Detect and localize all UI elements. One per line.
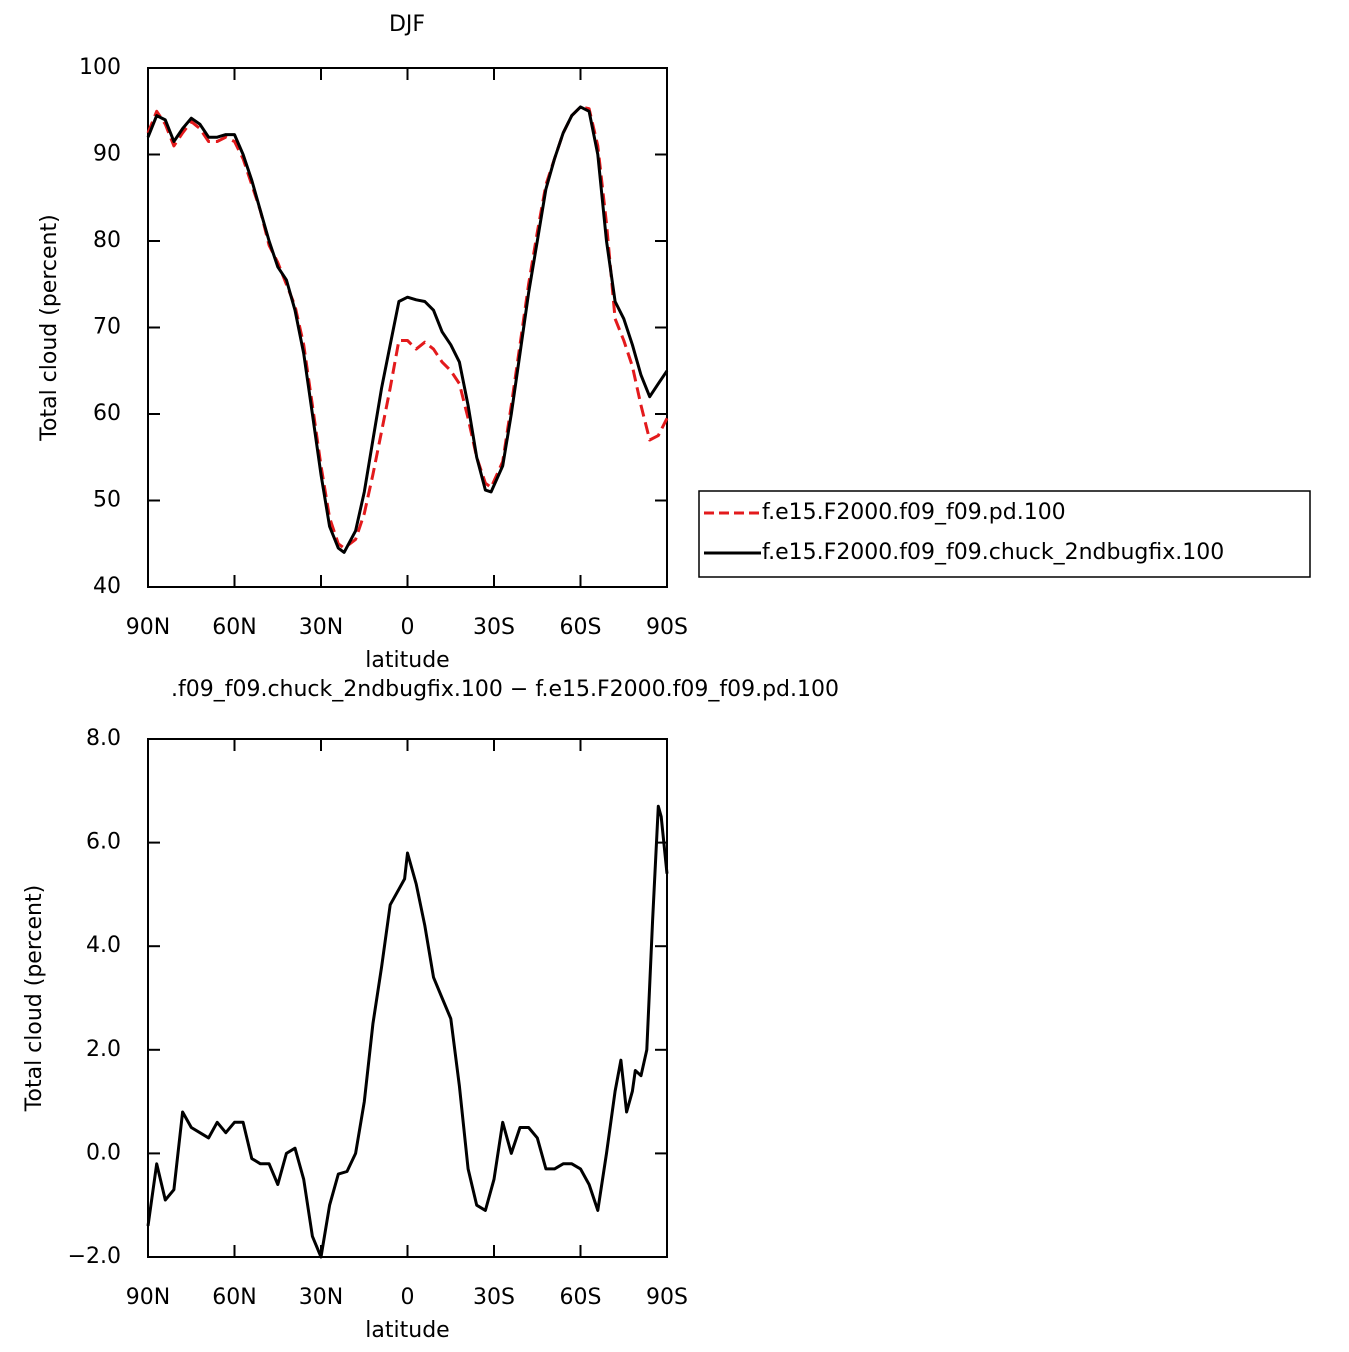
y-axis-label: Total cloud (percent) — [37, 214, 62, 441]
x-axis-label: latitude — [365, 648, 449, 673]
y-tick-label: 6.0 — [86, 830, 121, 855]
y-tick-label: 40 — [93, 574, 121, 599]
y-tick-label: 8.0 — [86, 726, 121, 751]
y-tick-label: 100 — [79, 55, 121, 80]
y-tick-label: 4.0 — [86, 933, 121, 958]
series-line — [146, 105, 669, 550]
legend-box — [698, 490, 1311, 578]
y-tick-label: 70 — [93, 315, 121, 340]
series-line — [146, 804, 669, 1259]
y-tick-label: 80 — [93, 228, 121, 253]
x-tick-label: 90N — [126, 615, 170, 640]
x-tick-label: 60N — [212, 615, 256, 640]
y-tick-label: 0.0 — [86, 1140, 121, 1165]
x-axis-label: latitude — [365, 1318, 449, 1343]
y-tick-label: 50 — [93, 488, 121, 513]
chart-title: DJF — [389, 12, 425, 37]
chart-title: .f09_f09.chuck_2ndbugfix.100 − f.e15.F20… — [171, 677, 839, 702]
x-tick-label: 60S — [560, 615, 602, 640]
x-tick-label: 30N — [299, 1285, 343, 1310]
x-tick-label: 30N — [299, 615, 343, 640]
y-tick-label: 60 — [93, 401, 121, 426]
series-line — [146, 105, 669, 554]
y-tick-label: 2.0 — [86, 1037, 121, 1062]
x-tick-label: 90N — [126, 1285, 170, 1310]
x-tick-label: 90S — [646, 1285, 688, 1310]
x-tick-label: 60N — [212, 1285, 256, 1310]
y-axis-label: Total cloud (percent) — [22, 885, 47, 1112]
x-tick-label: 0 — [401, 1285, 415, 1310]
plot-frame — [147, 67, 668, 588]
plot-frame — [147, 738, 668, 1258]
x-tick-label: 60S — [560, 1285, 602, 1310]
x-tick-label: 90S — [646, 615, 688, 640]
x-tick-label: 0 — [401, 615, 415, 640]
legend-label: f.e15.F2000.f09_f09.pd.100 — [762, 500, 1066, 525]
x-tick-label: 30S — [473, 1285, 515, 1310]
y-tick-label: −2.0 — [68, 1244, 121, 1269]
y-tick-label: 90 — [93, 142, 121, 167]
legend-label: f.e15.F2000.f09_f09.chuck_2ndbugfix.100 — [762, 540, 1224, 565]
x-tick-label: 30S — [473, 615, 515, 640]
